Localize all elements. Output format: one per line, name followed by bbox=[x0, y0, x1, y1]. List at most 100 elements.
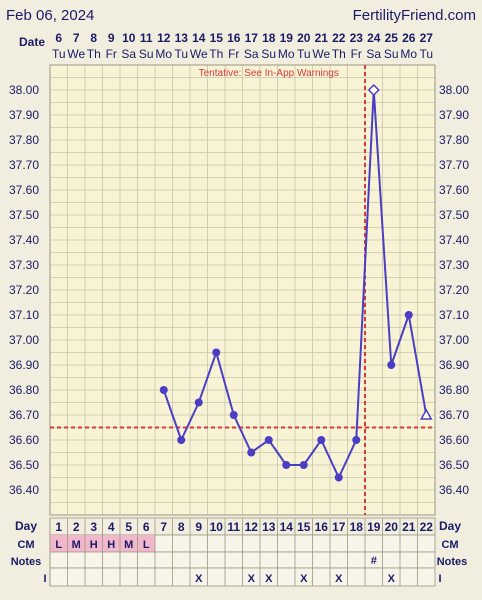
chart-date-title: Feb 06, 2024 bbox=[6, 7, 94, 24]
y-tick-label-right: 36.80 bbox=[439, 383, 469, 397]
date-label: 9 bbox=[108, 31, 115, 45]
weekday-label: Th bbox=[332, 47, 346, 61]
y-tick-label-left: 37.50 bbox=[9, 208, 39, 222]
date-label: 16 bbox=[227, 31, 241, 45]
cycle-day-cell: 19 bbox=[367, 520, 381, 534]
y-tick-label-right: 37.30 bbox=[439, 258, 469, 272]
bottom-table: 1 2 3 4 5 6 7 8 9 10 11 12 13 14 15 16 17 18 19 20 21 22L M H H M… bbox=[49, 517, 436, 587]
weekday-label: We bbox=[312, 47, 330, 61]
weekday-label: Tu bbox=[174, 47, 188, 61]
date-label: 17 bbox=[245, 31, 259, 45]
y-tick-label-left: 37.80 bbox=[9, 133, 39, 147]
date-label: 12 bbox=[157, 31, 171, 45]
grid bbox=[49, 64, 436, 516]
cycle-day-cell: 6 bbox=[143, 520, 150, 534]
date-label: 19 bbox=[280, 31, 294, 45]
cycle-day-cell: 11 bbox=[227, 520, 240, 534]
cycle-day-cell: 8 bbox=[178, 520, 185, 534]
tentative-note: Tentative: See In-App Warnings bbox=[199, 68, 339, 79]
temperature-point-open bbox=[419, 408, 433, 420]
cycle-day-cell: 10 bbox=[210, 520, 224, 534]
i-row-label-left: I bbox=[43, 573, 46, 585]
intercourse-cell: X bbox=[248, 573, 256, 585]
y-tick-label-left: 38.00 bbox=[9, 83, 39, 97]
weekday-label: Su bbox=[384, 47, 399, 61]
y-tick-label-right: 36.60 bbox=[439, 433, 469, 447]
cm-fill bbox=[85, 535, 103, 552]
cycle-day-cell: 3 bbox=[90, 520, 97, 534]
date-label: 6 bbox=[55, 31, 62, 45]
weekday-label: Th bbox=[209, 47, 223, 61]
weekday-label: Fr bbox=[106, 47, 117, 61]
temperature-point bbox=[352, 436, 361, 444]
y-tick-label-right: 36.90 bbox=[439, 358, 469, 372]
date-label: 8 bbox=[90, 31, 97, 45]
intercourse-cell: X bbox=[388, 573, 396, 585]
y-tick-label-right: 36.40 bbox=[439, 483, 469, 497]
y-tick-label-right: 36.50 bbox=[439, 458, 469, 472]
cycle-day-cell: 16 bbox=[315, 520, 329, 534]
date-label: 14 bbox=[192, 31, 206, 45]
temperature-point bbox=[159, 386, 168, 394]
cm-row-label-left: CM bbox=[17, 539, 34, 551]
intercourse-cell: X bbox=[300, 573, 308, 585]
y-tick-label-left: 36.60 bbox=[9, 433, 39, 447]
day-row-label-left: Day bbox=[15, 519, 37, 533]
y-tick-label-right: 37.90 bbox=[439, 108, 469, 122]
date-label: 18 bbox=[262, 31, 276, 45]
cm-cell: M bbox=[124, 539, 133, 551]
weekday-label: Tu bbox=[52, 47, 66, 61]
y-tick-label-right: 37.40 bbox=[439, 233, 469, 247]
temperature-point bbox=[177, 436, 186, 444]
cm-fill bbox=[137, 535, 155, 552]
cycle-day-cell: 15 bbox=[297, 520, 311, 534]
date-label: 24 bbox=[367, 31, 381, 45]
y-tick-label-left: 37.70 bbox=[9, 158, 39, 172]
y-tick-label-right: 36.70 bbox=[439, 408, 469, 422]
temperature-point bbox=[247, 448, 256, 457]
date-row-label: Date bbox=[19, 35, 45, 49]
weekday-label: Th bbox=[87, 47, 101, 61]
cm-fill bbox=[67, 535, 85, 552]
temperature-point bbox=[282, 461, 291, 469]
i-row-label-right: I bbox=[438, 573, 441, 585]
y-tick-label-left: 37.10 bbox=[9, 308, 39, 322]
weekday-label: Sa bbox=[366, 47, 381, 61]
weekday-label: Su bbox=[139, 47, 154, 61]
weekday-label: Sa bbox=[121, 47, 136, 61]
weekday-label: Su bbox=[261, 47, 276, 61]
notes-row-label-left: Notes bbox=[11, 556, 42, 568]
weekday-label: We bbox=[190, 47, 208, 61]
y-tick-label-left: 36.80 bbox=[9, 383, 39, 397]
y-tick-label-left: 36.40 bbox=[9, 483, 39, 497]
axis-labels: 36.40 36.40 36.50 36.50 36.60 36.60 36.70 36.70… bbox=[9, 31, 469, 497]
date-label: 23 bbox=[350, 31, 364, 45]
cycle-day-cell: 22 bbox=[420, 520, 434, 534]
y-tick-label-left: 36.90 bbox=[9, 358, 39, 372]
weekday-label: Mo bbox=[155, 47, 172, 61]
intercourse-cell: X bbox=[335, 573, 343, 585]
date-label: 26 bbox=[402, 31, 416, 45]
temperature-line bbox=[162, 89, 428, 480]
plot-border bbox=[49, 64, 436, 516]
temperature-series bbox=[159, 83, 433, 482]
temperature-point-open bbox=[367, 83, 380, 97]
weekday-label: Tu bbox=[297, 47, 311, 61]
date-label: 13 bbox=[175, 31, 189, 45]
y-tick-label-left: 37.20 bbox=[9, 283, 39, 297]
y-tick-label-right: 37.80 bbox=[439, 133, 469, 147]
cm-cell: M bbox=[72, 539, 81, 551]
cm-row-label-right: CM bbox=[441, 539, 458, 551]
y-tick-label-left: 37.40 bbox=[9, 233, 39, 247]
temperature-point bbox=[194, 398, 203, 407]
cycle-day-cell: 12 bbox=[245, 520, 259, 534]
temperature-point bbox=[317, 436, 326, 444]
weekday-label: We bbox=[67, 47, 85, 61]
cycle-day-cell: 9 bbox=[195, 520, 202, 534]
date-label: 11 bbox=[140, 31, 153, 45]
y-tick-label-right: 37.20 bbox=[439, 283, 469, 297]
y-tick-label-right: 37.10 bbox=[439, 308, 469, 322]
cm-fill bbox=[50, 535, 68, 552]
cm-cell: H bbox=[107, 539, 115, 551]
notes-row-label-right: Notes bbox=[437, 556, 468, 568]
